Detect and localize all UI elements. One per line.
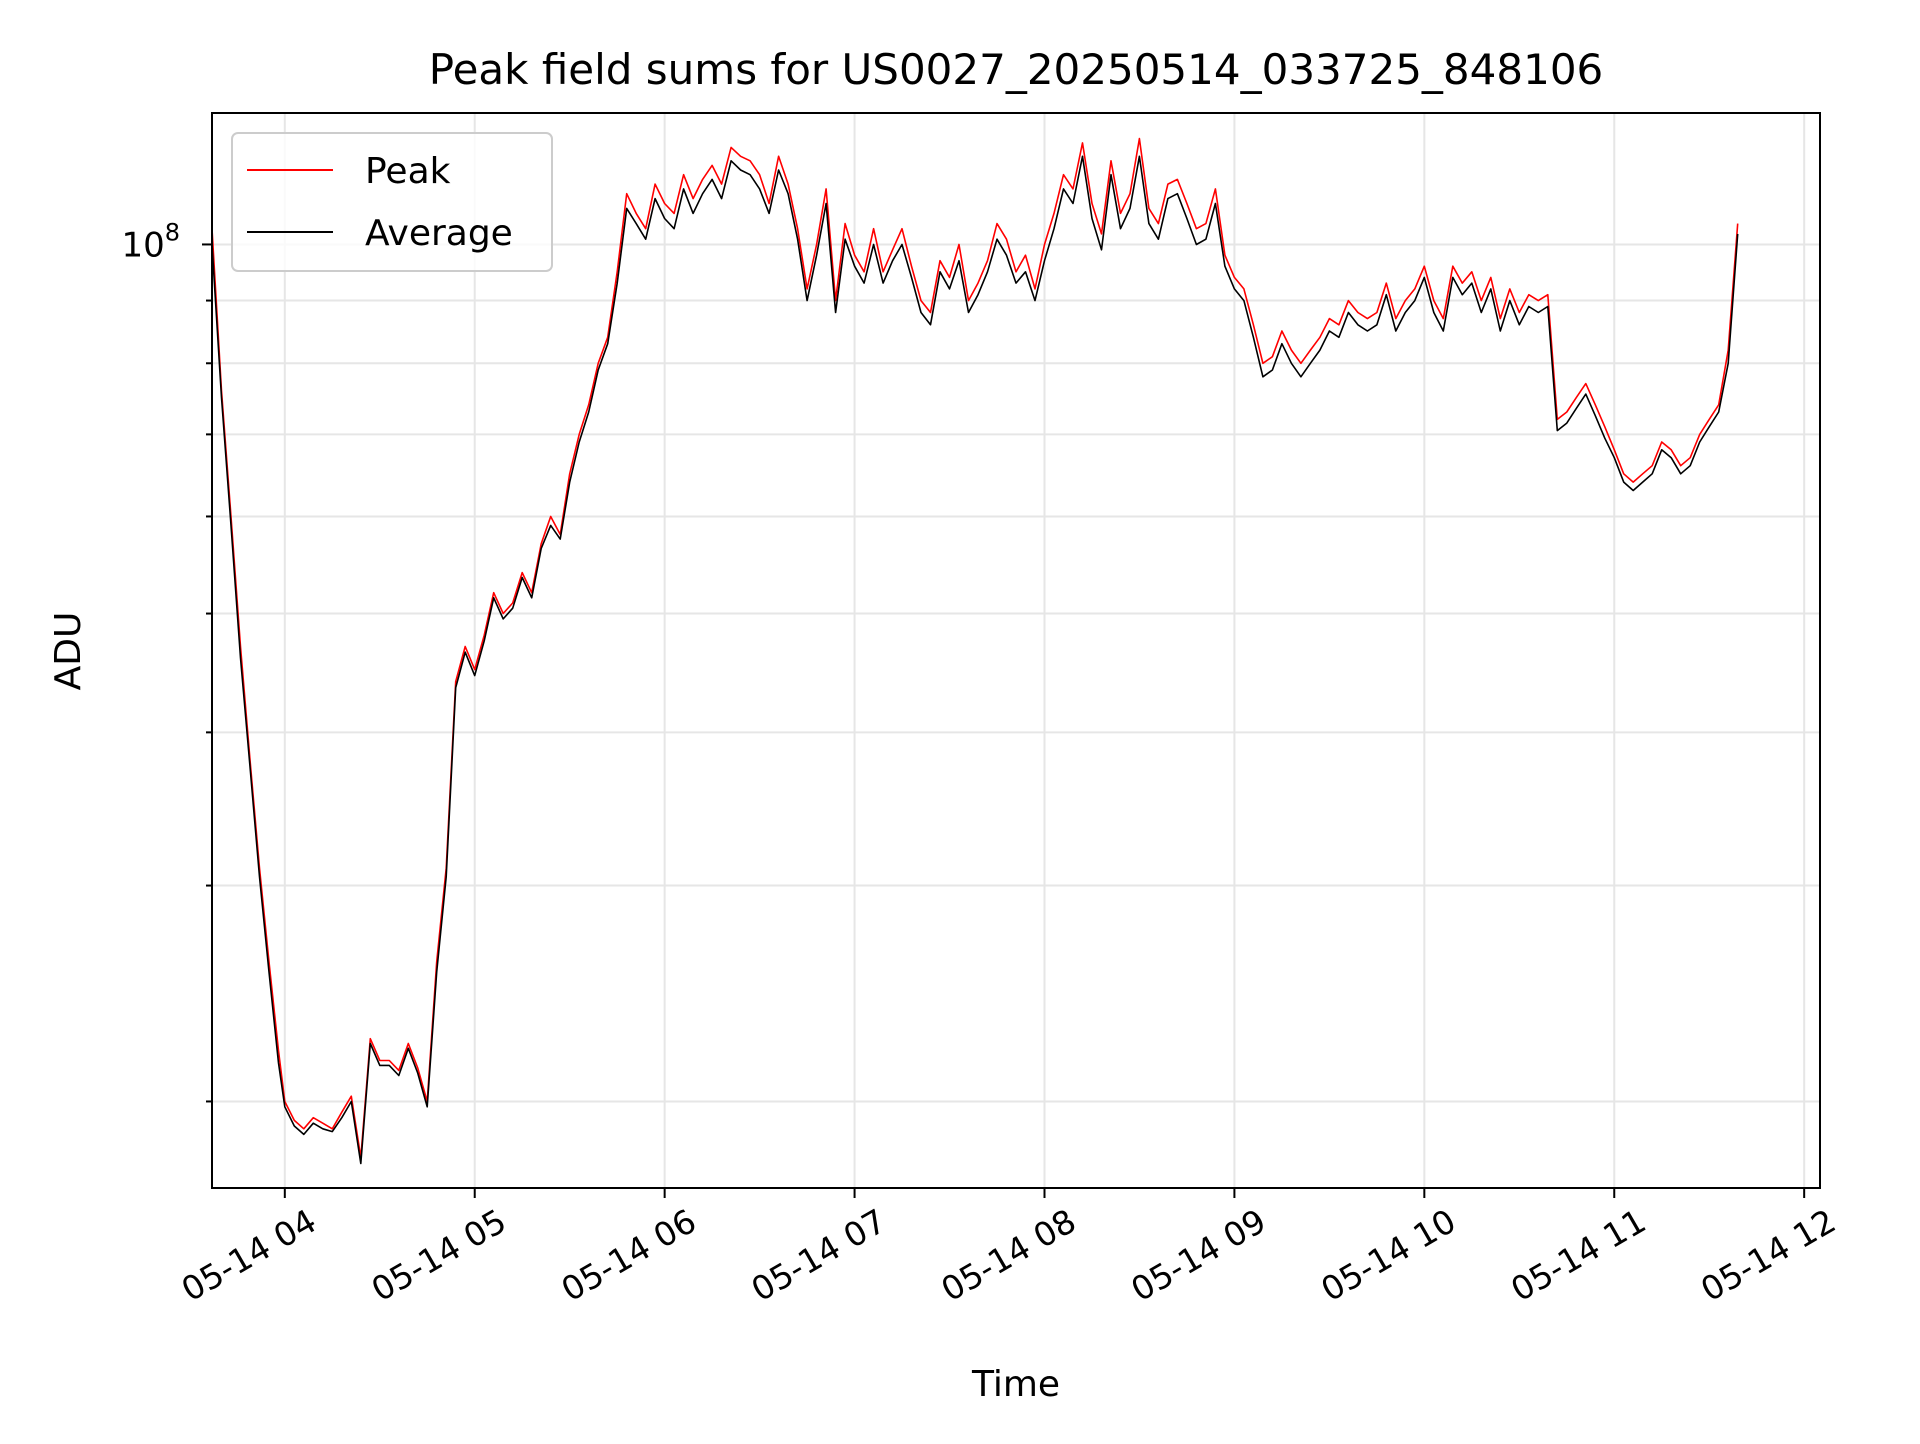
legend: Peak Average xyxy=(231,132,553,272)
series-line-peak xyxy=(211,137,1739,1159)
x-axis-label: Time xyxy=(971,1364,1060,1405)
y-tick-label: 108 xyxy=(121,218,180,265)
y-tick-base: 10 xyxy=(121,225,164,265)
grid xyxy=(212,113,1820,1188)
chart-title: Peak field sums for US0027_20250514_0337… xyxy=(429,45,1604,94)
y-axis-label: ADU xyxy=(48,612,89,691)
y-tick-exponent: 8 xyxy=(165,218,180,246)
series-line-average xyxy=(211,155,1739,1165)
plot-frame xyxy=(211,112,1821,1189)
legend-label-average: Average xyxy=(365,213,513,254)
svg-text:108: 108 xyxy=(121,218,180,265)
legend-label-peak: Peak xyxy=(365,151,451,192)
series-lines xyxy=(211,137,1739,1165)
legend-box xyxy=(231,132,553,272)
